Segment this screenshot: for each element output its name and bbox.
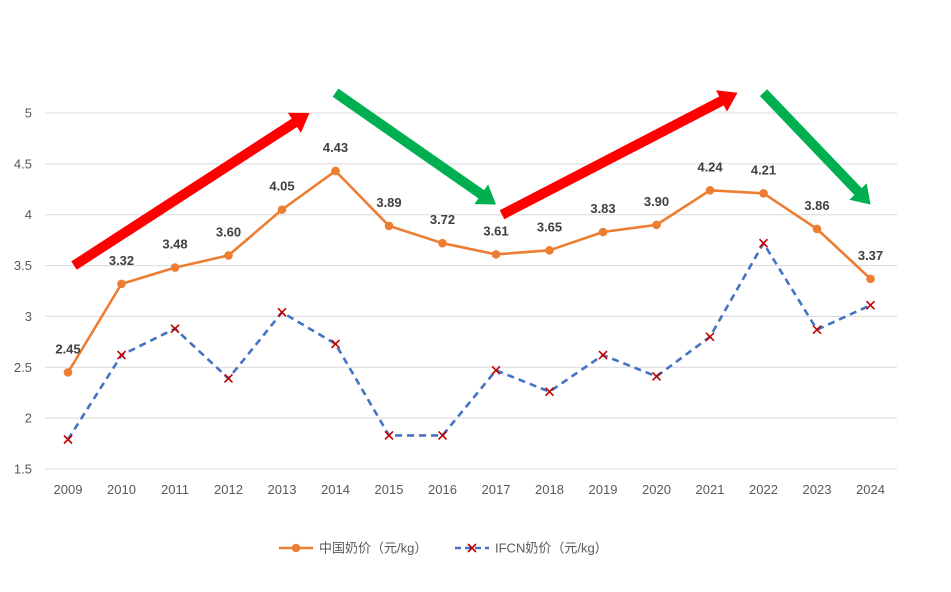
china-milk-price-point [545, 246, 554, 255]
y-tick-label: 4 [25, 207, 32, 222]
legend-label: 中国奶价（元/kg） [319, 541, 427, 556]
x-tick-label: 2015 [375, 482, 404, 497]
china-milk-price-point [705, 186, 715, 195]
ifcn-milk-price-point [812, 325, 822, 335]
china-milk-price-point [812, 224, 822, 234]
data-labels: 2.45 3.32 3.48 3.60 4.05 4.43 3.89 3.72 3.61 3.65… [55, 140, 883, 356]
x-tick-label: 2013 [268, 482, 297, 497]
green-down-arrow [332, 88, 496, 205]
data-label: 3.61 [483, 223, 508, 238]
ifcn-milk-price-point [384, 430, 394, 440]
china-milk-price-point [866, 274, 875, 284]
legend-item: 中国奶价（元/kg） [279, 541, 427, 556]
x-tick-label: 2019 [589, 482, 618, 497]
ifcn-milk-price-line [66, 241, 872, 441]
china-milk-price-point [224, 251, 233, 260]
ifcn-milk-price-point [705, 332, 715, 342]
data-label: 3.89 [376, 195, 401, 210]
ifcn-milk-price-point [223, 373, 234, 384]
data-label: 2.45 [55, 341, 80, 356]
china-milk-price-point [491, 250, 501, 259]
china-milk-price-line [66, 169, 872, 374]
x-axis: 2009 2010 2011 2012 2013 2014 2015 2016 2017 2018… [54, 482, 885, 497]
x-tick-label: 2011 [161, 482, 189, 497]
ifcn-milk-price-point [865, 300, 876, 310]
china-milk-price-point [384, 221, 394, 231]
ifcn-milk-price-point [116, 350, 127, 360]
data-label: 4.21 [751, 162, 776, 177]
y-tick-label: 3 [25, 309, 32, 324]
data-label: 3.72 [430, 212, 455, 227]
china-milk-price-point [598, 227, 608, 237]
x-tick-label: 2014 [321, 482, 350, 497]
y-tick-label: 3.5 [14, 258, 32, 273]
data-label: 3.37 [858, 248, 883, 263]
x-tick-label: 2016 [428, 482, 457, 497]
trend-arrows [71, 88, 871, 270]
y-tick-label: 2 [25, 411, 32, 426]
x-tick-label: 2023 [803, 482, 832, 497]
ifcn-milk-price-point [277, 307, 287, 317]
data-label: 3.65 [537, 219, 562, 234]
china-milk-price-point [277, 205, 287, 214]
x-tick-label: 2022 [749, 482, 778, 497]
x-tick-label: 2010 [107, 482, 136, 497]
ifcn-milk-price-point [758, 238, 769, 248]
legend-marker [291, 543, 301, 553]
data-label: 3.60 [216, 224, 241, 239]
red-up-arrow [499, 90, 738, 220]
legend: 中国奶价（元/kg） IFCN奶价（元/kg） [279, 541, 608, 556]
data-label: 3.83 [590, 201, 615, 216]
x-tick-label: 2009 [54, 482, 83, 497]
legend-label: IFCN奶价（元/kg） [495, 541, 608, 556]
ifcn-milk-price-point [544, 387, 555, 397]
legend-item: IFCN奶价（元/kg） [455, 541, 608, 556]
data-label: 4.24 [697, 159, 723, 174]
x-tick-label: 2020 [642, 482, 671, 497]
data-label: 3.90 [644, 194, 669, 209]
china-milk-price-point [438, 238, 447, 248]
china-milk-price-point [63, 368, 73, 377]
red-up-arrow [71, 112, 310, 270]
data-label: 4.43 [323, 140, 348, 155]
china-milk-price-point [170, 263, 180, 272]
ifcn-milk-price-point [491, 365, 501, 375]
x-tick-label: 2021 [696, 482, 725, 497]
x-tick-label: 2018 [535, 482, 564, 497]
china-milk-price-point [117, 279, 126, 289]
ifcn-milk-price-point [437, 430, 448, 440]
y-tick-label: 4.5 [14, 156, 32, 171]
data-label: 3.86 [804, 198, 829, 213]
y-axis: 1.5 2 2.5 3 3.5 4 4.5 5 [14, 106, 32, 477]
china-milk-price-point [652, 220, 661, 230]
ifcn-milk-price-point [170, 324, 180, 334]
data-label: 3.48 [162, 237, 187, 252]
china-milk-price-point [759, 189, 768, 198]
legend-marker [467, 543, 477, 553]
china-milk-price-point [331, 166, 340, 176]
x-tick-label: 2012 [214, 482, 243, 497]
ifcn-milk-price-point [598, 350, 608, 360]
x-tick-label: 2024 [856, 482, 885, 497]
y-tick-label: 2.5 [14, 360, 32, 375]
data-label: 3.32 [109, 253, 134, 268]
ifcn-milk-price-point [63, 434, 73, 445]
series-layer [63, 166, 876, 445]
ifcn-milk-price-point [330, 339, 341, 349]
y-tick-label: 1.5 [14, 462, 32, 477]
y-tick-label: 5 [25, 106, 32, 121]
ifcn-milk-price-point [651, 371, 662, 382]
data-label: 4.05 [269, 179, 294, 194]
x-tick-label: 2017 [482, 482, 511, 497]
green-down-arrow [759, 89, 871, 205]
